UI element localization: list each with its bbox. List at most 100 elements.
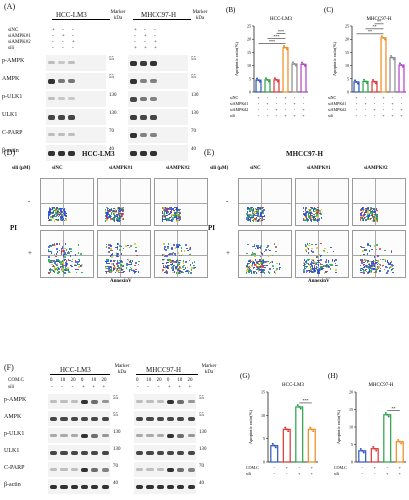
- flow-dot: [373, 220, 375, 222]
- flow-dot: [105, 261, 108, 263]
- blot-band: [166, 450, 175, 456]
- flow-col-label: siAMPK#1: [109, 166, 133, 171]
- flow-dot: [261, 210, 264, 212]
- flow-dot: [175, 213, 177, 215]
- blot-band: [150, 79, 157, 83]
- flow-dot: [50, 252, 53, 254]
- flow-dot: [162, 259, 164, 261]
- flow-dot: [55, 215, 57, 218]
- flow-dot: [49, 268, 51, 271]
- flow-dot: [359, 271, 362, 274]
- flow-dot: [306, 211, 308, 213]
- chart-y-tick-label: 5: [351, 442, 353, 447]
- flow-dot: [179, 265, 182, 268]
- flow-dot: [176, 208, 178, 210]
- flow-dot: [164, 215, 166, 218]
- flow-dot: [305, 250, 308, 252]
- flow-dot: [108, 251, 110, 253]
- chart-point: [296, 404, 299, 407]
- flow-dot: [77, 252, 80, 254]
- flow-dot: [362, 207, 364, 209]
- flow-dot: [58, 249, 61, 252]
- flow-dot: [161, 212, 164, 214]
- flow-dot: [54, 209, 57, 211]
- blot-band: [70, 467, 78, 471]
- flow-dot: [119, 208, 121, 210]
- flow-dot: [246, 213, 248, 215]
- flow-dot: [174, 214, 176, 216]
- flow-dot: [263, 215, 266, 217]
- flow-dot: [172, 269, 174, 271]
- blot-f-sili: -: [71, 385, 74, 390]
- chart-point: [399, 62, 401, 65]
- flow-dot: [56, 214, 58, 216]
- flow-dot: [109, 216, 111, 218]
- flow-dot: [109, 255, 112, 257]
- chart-row-sign: -: [392, 107, 394, 112]
- blot-band: [150, 115, 157, 120]
- flow-dot: [254, 207, 257, 210]
- flow-dot: [67, 269, 70, 271]
- flow-dot: [309, 218, 312, 220]
- chart-row-sign: -: [356, 113, 358, 118]
- flow-dot: [162, 262, 164, 265]
- flow-dot: [120, 253, 123, 255]
- flow-dot: [61, 247, 63, 250]
- blot-band: [187, 399, 195, 404]
- flow-dot: [170, 260, 173, 262]
- flow-dot: [175, 207, 178, 209]
- flow-dot: [310, 261, 313, 263]
- flow-dot: [252, 209, 254, 212]
- flow-dot: [373, 217, 376, 220]
- blot-band: [177, 450, 185, 456]
- flow-dot: [104, 217, 107, 220]
- flow-dot: [179, 259, 181, 262]
- chart-point: [384, 38, 386, 41]
- flow-dot: [373, 211, 375, 213]
- chart-point: [386, 413, 389, 416]
- flow-dot: [314, 210, 317, 212]
- chart-point: [373, 447, 376, 450]
- flow-dot: [67, 250, 70, 253]
- chart-point: [381, 35, 383, 38]
- blot-row-box: [48, 428, 110, 443]
- chart-row-sign: +: [311, 471, 314, 476]
- flow-dot: [365, 268, 368, 271]
- flow-dot: [359, 214, 362, 217]
- flow-dot: [167, 207, 169, 209]
- blot-band: [177, 433, 185, 438]
- flow-dot: [175, 272, 178, 274]
- flow-dot: [190, 272, 192, 274]
- flow-dot: [259, 246, 261, 249]
- blot-band: [101, 416, 109, 422]
- flow-dot: [57, 258, 59, 261]
- flow-dot: [320, 266, 322, 268]
- blot-row-box: [134, 394, 196, 409]
- flow-dot: [118, 217, 120, 220]
- blot-f-comc: 10: [60, 378, 66, 383]
- flow-dot: [313, 261, 315, 263]
- flow-gate-v: [176, 231, 178, 277]
- blot-f-sili: -: [51, 385, 53, 390]
- flow-dot: [48, 250, 50, 253]
- flow-dot: [118, 213, 120, 215]
- flow-dot: [52, 260, 54, 263]
- flow-dot: [365, 219, 367, 221]
- flow-dot: [58, 214, 61, 216]
- flow-dot: [248, 260, 250, 263]
- flow-dot: [305, 266, 308, 269]
- flow-dot: [168, 253, 170, 256]
- flow-dot: [120, 268, 123, 270]
- flow-dot: [167, 259, 170, 261]
- flow-dot: [267, 248, 270, 251]
- blot-band: [140, 115, 147, 120]
- flow-dot: [304, 244, 307, 246]
- flow-dot: [363, 261, 365, 264]
- flow-dot: [310, 268, 312, 270]
- flow-dot: [116, 255, 118, 257]
- flow-dot: [307, 219, 309, 221]
- chart-point: [304, 64, 306, 67]
- flow-dot: [257, 270, 260, 272]
- blot-band: [177, 467, 185, 472]
- chart-point: [274, 446, 277, 449]
